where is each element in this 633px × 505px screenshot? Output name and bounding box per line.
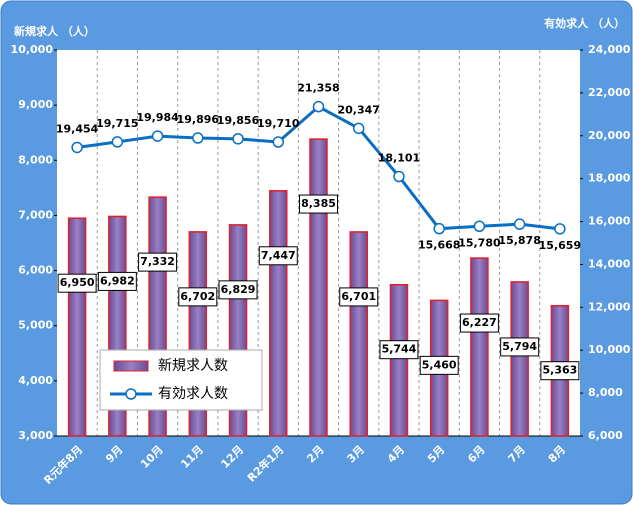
value-label-box <box>178 287 218 307</box>
marker <box>71 141 83 154</box>
marker <box>352 122 365 135</box>
marker <box>393 170 405 183</box>
bar-value-label: 6,829 <box>221 283 256 296</box>
legend-label: 有効求人数 <box>158 386 228 402</box>
y-tick-label: 7,000 <box>18 208 53 221</box>
y2-tick-label: 20,000 <box>588 129 631 142</box>
line-value-label: 15,780 <box>458 236 501 249</box>
bar-value-label: 6,702 <box>180 290 215 303</box>
bar <box>67 217 87 437</box>
line-value-label: 21,358 <box>297 82 339 95</box>
value-label-box <box>459 313 499 333</box>
y2-tick-label: 22,000 <box>588 86 631 99</box>
line-value-label: 19,710 <box>257 117 300 130</box>
y-tick-label: 6,000 <box>18 264 53 277</box>
line-value-label: 15,878 <box>498 234 540 247</box>
line-value-label: 15,668 <box>418 239 460 252</box>
y-tick-label: 3,000 <box>18 429 53 442</box>
y2-tick-label: 16,000 <box>588 215 631 228</box>
y2-tick-label: 10,000 <box>588 343 631 356</box>
bar-value-label: 7,332 <box>140 255 175 268</box>
marker <box>151 130 164 142</box>
bar <box>309 138 328 437</box>
value-label-box <box>299 194 338 214</box>
bar <box>510 281 529 437</box>
line-value-label: 19,454 <box>56 122 99 135</box>
line-value-label: 18,101 <box>378 152 420 165</box>
bar-value-label: 5,744 <box>382 343 417 356</box>
value-label-box <box>419 355 459 375</box>
marker <box>312 100 325 113</box>
bar-value-label: 5,460 <box>422 358 457 371</box>
marker <box>513 218 526 230</box>
bar-value-label: 6,701 <box>341 290 376 303</box>
y2-tick-label: 8,000 <box>588 386 623 399</box>
value-label-box <box>540 361 580 381</box>
y2-tick-label: 14,000 <box>588 257 631 270</box>
y2-axis-title: 有効求人 （人） <box>544 16 625 30</box>
line-value-label: 15,659 <box>539 239 581 252</box>
y-tick-label: 4,000 <box>18 374 53 387</box>
bar-value-label: 7,447 <box>261 249 296 262</box>
bar-value-label: 6,950 <box>60 276 95 289</box>
line-value-label: 19,984 <box>136 111 179 124</box>
y-tick-label: 8,000 <box>18 153 53 166</box>
bar <box>349 231 368 437</box>
line-value-label: 20,347 <box>338 103 380 116</box>
marker <box>433 222 445 235</box>
bar <box>269 190 288 437</box>
value-label-box <box>379 340 419 360</box>
value-label-box <box>218 280 258 300</box>
value-label-box <box>500 337 540 357</box>
y2-tick-label: 12,000 <box>588 300 631 313</box>
y-tick-label: 5,000 <box>18 319 53 332</box>
bar <box>470 257 489 437</box>
bar-value-label: 5,363 <box>542 364 577 377</box>
bar-value-label: 8,385 <box>301 197 336 210</box>
y2-tick-label: 18,000 <box>588 172 631 185</box>
legend-marker <box>125 388 137 400</box>
marker <box>232 133 244 145</box>
marker <box>192 132 204 144</box>
bar-value-label: 6,227 <box>462 316 497 329</box>
marker <box>272 136 285 148</box>
line-value-label: 19,715 <box>96 117 138 130</box>
bar-value-label: 5,794 <box>502 340 537 353</box>
value-label-box <box>138 252 178 272</box>
marker <box>473 220 486 233</box>
y-tick-label: 10,000 <box>11 43 54 56</box>
value-label-box <box>97 271 137 291</box>
value-label-box <box>57 273 97 293</box>
line-value-label: 19,896 <box>177 113 220 126</box>
value-label-box <box>258 246 298 266</box>
line-value-label: 19,856 <box>217 114 260 127</box>
y2-tick-label: 24,000 <box>588 43 631 56</box>
bar-value-label: 6,982 <box>100 274 135 287</box>
legend-box <box>99 349 263 411</box>
value-label-box <box>339 287 379 307</box>
marker <box>111 136 124 148</box>
y-axis-title: 新規求人 （人） <box>14 24 95 38</box>
legend-label: 新規求人数 <box>158 358 228 374</box>
legend-swatch <box>113 360 149 372</box>
bar <box>389 283 409 437</box>
y2-tick-label: 6,000 <box>588 429 623 442</box>
y-tick-label: 9,000 <box>18 98 53 111</box>
marker <box>554 223 566 235</box>
